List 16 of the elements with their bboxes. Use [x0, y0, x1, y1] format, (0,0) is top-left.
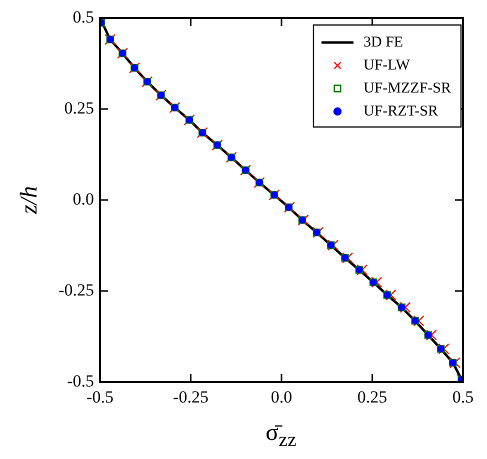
y-axis-title: z/h	[16, 186, 44, 214]
x-tick-label: 0.0	[270, 388, 292, 407]
x-tick-label: -0.5	[86, 388, 114, 407]
legend-label: 3D FE	[363, 34, 404, 50]
y-tick-label: -0.25	[58, 280, 94, 300]
y-tick-label: -0.5	[67, 371, 94, 390]
x-tick-label: 0.25	[357, 388, 388, 407]
x-axis-title: σ̄$_{zz}$	[266, 420, 296, 452]
x-tick-label: 0.5	[452, 388, 474, 407]
x-tick-label: -0.25	[173, 388, 208, 407]
legend-label: UF-MZZF-SR	[363, 80, 452, 96]
legend-label: UF-RZT-SR	[363, 103, 438, 120]
legend-label: UF-LW	[363, 57, 411, 74]
y-tick-label: 0.0	[72, 189, 94, 208]
y-tick-label: 0.25	[64, 98, 94, 118]
y-tick-label: 0.5	[72, 7, 94, 26]
